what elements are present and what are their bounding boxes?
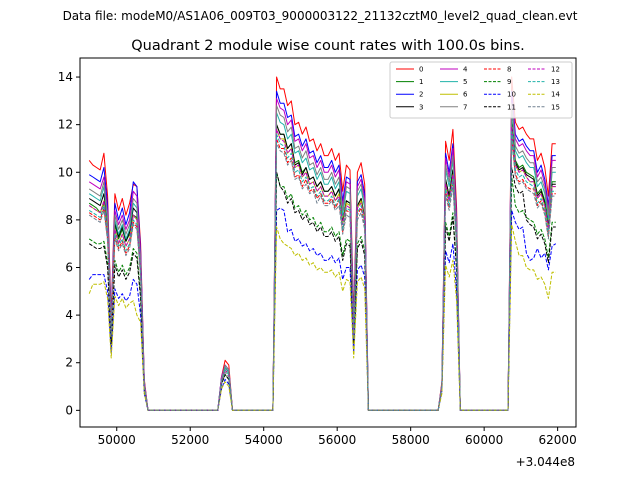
series-line-5	[88, 109, 556, 411]
series-line-15	[88, 140, 556, 411]
legend-label-3: 3	[419, 103, 423, 111]
legend-label-14: 14	[551, 91, 560, 99]
y-tick-label: 2	[65, 356, 73, 370]
x-tick-label: 56000	[318, 433, 356, 447]
figure-suptitle: Data file: modeM0/AS1A06_009T03_90000031…	[63, 9, 578, 23]
legend-label-12: 12	[551, 66, 560, 74]
series-layer	[88, 76, 557, 411]
legend-label-10: 10	[507, 91, 516, 99]
x-tick-label: 52000	[171, 433, 209, 447]
series-line-14	[88, 224, 556, 411]
legend-label-8: 8	[507, 66, 511, 74]
series-line-9	[88, 171, 556, 411]
x-tick-label: 54000	[245, 433, 283, 447]
y-tick-label: 0	[65, 403, 73, 417]
legend-label-7: 7	[463, 103, 467, 111]
series-line-0	[88, 76, 556, 411]
y-tick-label: 8	[65, 213, 73, 227]
y-tick-label: 14	[58, 70, 73, 84]
series-line-2	[88, 90, 556, 411]
legend-label-0: 0	[419, 66, 423, 74]
legend-label-5: 5	[463, 78, 467, 86]
x-offset-label: +3.044e8	[516, 455, 575, 469]
legend-label-6: 6	[463, 91, 468, 99]
x-tick-label: 60000	[465, 433, 503, 447]
legend-label-1: 1	[419, 78, 423, 86]
series-line-10	[88, 207, 557, 411]
legend-label-11: 11	[507, 103, 516, 111]
legend-label-15: 15	[551, 103, 560, 111]
x-tick-label: 50000	[98, 433, 136, 447]
series-line-4	[88, 95, 556, 411]
legend-label-2: 2	[419, 91, 423, 99]
y-tick-label: 10	[58, 165, 73, 179]
y-tick-label: 4	[65, 308, 73, 322]
x-tick-label: 58000	[392, 433, 430, 447]
y-tick-label: 12	[58, 118, 73, 132]
series-line-11	[88, 167, 556, 411]
x-axis: 50000 52000 54000 56000 58000 60000 62000	[98, 427, 577, 447]
plot-area: 50000 52000 54000 56000 58000 60000 62000 0 2 4 6…	[58, 57, 577, 469]
legend-label-13: 13	[551, 78, 560, 86]
chart-title: Quadrant 2 module wise count rates with …	[131, 38, 525, 54]
series-line-6	[88, 126, 556, 411]
legend-label-4: 4	[463, 66, 468, 74]
series-line-12	[88, 126, 556, 411]
legend-frame	[389, 61, 573, 119]
legend-label-9: 9	[507, 78, 511, 86]
x-tick-label: 62000	[539, 433, 577, 447]
axes-frame	[79, 57, 577, 428]
y-axis: 0 2 4 6 8 10 12 14	[58, 70, 80, 417]
y-tick-label: 6	[65, 260, 73, 274]
